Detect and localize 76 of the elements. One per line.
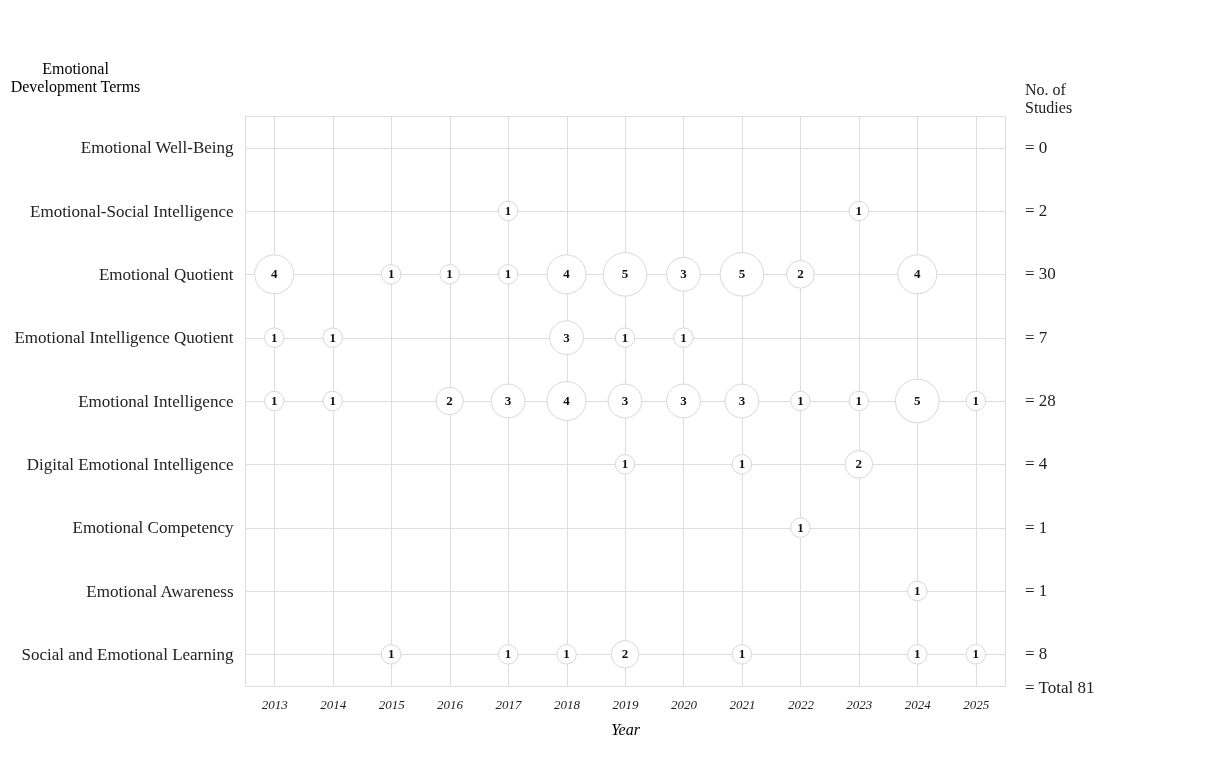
y2-tick-label: = 28 [1025,391,1056,410]
data-label: 1 [621,329,629,345]
x-tick-label: 2020 [670,696,698,712]
data-label: 3 [680,393,688,408]
y-tick-label: Emotional Competency [72,518,234,538]
data-label: 1 [914,583,921,598]
data-label: 3 [563,329,571,345]
y2-tick-label: = 4 [1025,454,1048,474]
data-label: 2 [797,266,804,282]
data-label: 1 [387,266,395,282]
y-tick-label: Emotional Intelligence [78,391,234,411]
data-label: 1 [504,203,512,218]
data-label: 1 [504,266,512,282]
data-label: 4 [914,266,922,282]
data-label: 5 [738,266,746,282]
data-label: 1 [972,393,980,408]
data-label: 1 [270,393,278,408]
y2-tick-label: = 30 [1025,264,1056,284]
data-label: 1 [446,266,453,282]
y-tick-label: Emotional Intelligence Quotient [14,328,234,348]
data-label: 4 [270,266,278,282]
data-label: 1 [972,646,980,662]
data-label: 1 [329,393,336,408]
x-tick-label: 2021 [729,696,756,712]
y2-tick-label: = 7 [1025,327,1048,347]
y-tick-label: Digital Emotional Intelligence [26,454,234,474]
y2-tick-label: = 2 [1025,201,1048,220]
data-label: 1 [563,646,570,662]
text: = Total 81 [1025,678,1095,697]
x-tick-label: 2025 [963,696,990,712]
data-label: 4 [563,393,571,408]
x-tick-label: 2023 [846,696,873,712]
data-label: 2 [446,393,453,408]
data-label: 2 [855,456,863,472]
y-axis-title: Emotional Development Terms [10,59,141,96]
x-tick-label: 2014 [320,696,347,712]
x-tick-label: 2018 [554,696,581,712]
y-tick-label: Emotional Quotient [98,264,234,284]
data-label: 3 [738,393,746,408]
data-label: 1 [504,646,512,662]
data-label: 3 [621,393,629,408]
data-label: 1 [797,519,804,535]
x-tick-label: 2019 [612,696,639,712]
data-label: 1 [914,646,921,662]
y2-tick-label: = 1 [1025,581,1048,600]
y2-tick-label: = 0 [1025,137,1048,157]
x-axis-title: Year [611,720,641,738]
data-label: 1 [387,646,395,662]
y-tick-label: Emotional-Social Intelligence [30,201,234,221]
y-tick-label: Social and Emotional Learning [21,644,234,664]
data-label: 1 [621,456,629,472]
data-label: 1 [855,393,863,408]
data-label: 1 [738,456,746,472]
data-label: 4 [563,266,571,282]
data-label: 1 [738,646,746,662]
x-tick-label: 2022 [787,696,815,712]
data-label: 1 [855,203,863,218]
data-label: 1 [680,329,687,345]
data-label: 3 [504,393,512,408]
data-label: 2 [621,646,629,662]
data-label: 3 [680,266,688,282]
data-label: 1 [329,329,336,345]
x-tick-label: 2024 [904,696,932,712]
x-tick-label: 2013 [261,696,289,712]
x-tick-label: 2017 [495,696,523,712]
data-label: 5 [621,266,629,282]
data-label: 5 [914,393,922,408]
y-tick-label: Emotional Awareness [86,581,234,601]
data-label: 1 [797,393,804,408]
x-tick-label: 2016 [437,696,464,712]
x-tick-label: 2015 [378,696,406,712]
y-tick-label: Emotional Well-Being [80,138,234,158]
data-label: 1 [270,329,278,345]
y2-tick-label: = 8 [1025,644,1048,664]
y2-tick-label: = 1 [1025,517,1048,537]
y2-axis-title: No. of Studies [1025,81,1073,116]
